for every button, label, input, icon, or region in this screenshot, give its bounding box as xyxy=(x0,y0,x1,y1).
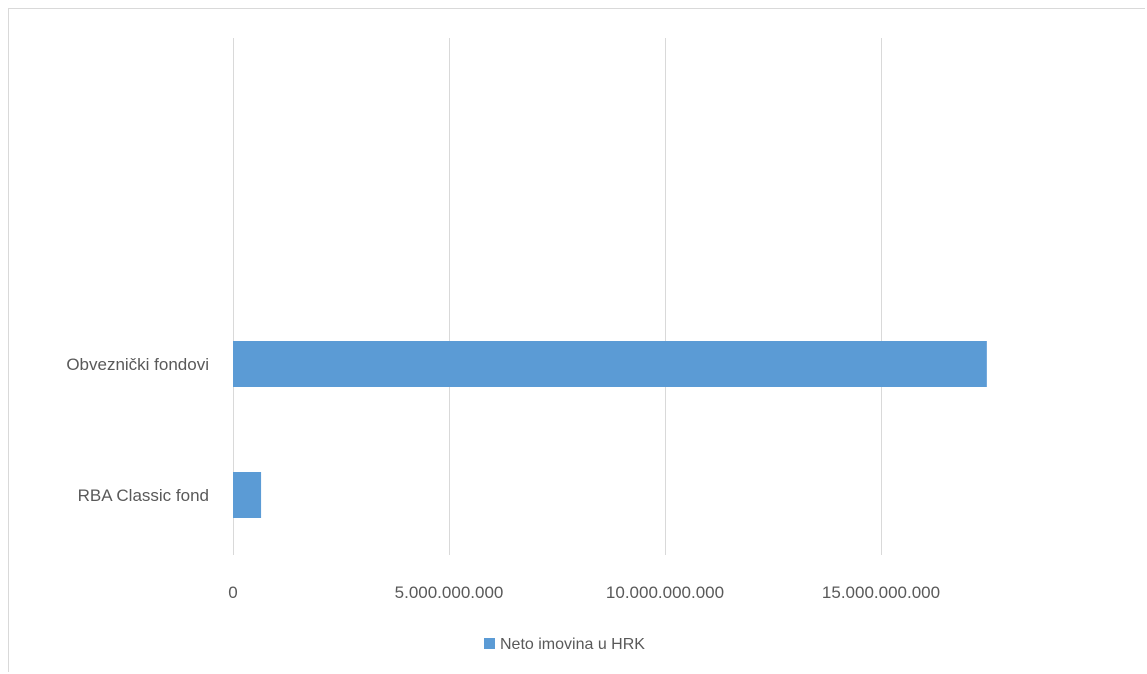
category-label: RBA Classic fond xyxy=(78,486,209,505)
legend-swatch xyxy=(484,638,495,649)
bars xyxy=(233,341,987,518)
legend: Neto imovina u HRK xyxy=(484,636,645,653)
x-tick-label: 10.000.000.000 xyxy=(606,583,724,602)
x-tick-label: 15.000.000.000 xyxy=(822,583,940,602)
category-label: Obveznički fondovi xyxy=(66,355,209,374)
chart-frame xyxy=(8,8,1145,672)
x-tick-labels: 0 5.000.000.000 10.000.000.000 15.000.000.0… xyxy=(228,583,940,602)
gridlines xyxy=(233,38,882,555)
x-tick-label: 0 xyxy=(228,583,237,602)
category-labels: Obveznički fondovi RBA Classic fond xyxy=(66,355,209,505)
x-tick-label: 5.000.000.000 xyxy=(395,583,504,602)
legend-label: Neto imovina u HRK xyxy=(500,636,645,653)
bar xyxy=(233,341,987,387)
bar xyxy=(233,472,262,518)
